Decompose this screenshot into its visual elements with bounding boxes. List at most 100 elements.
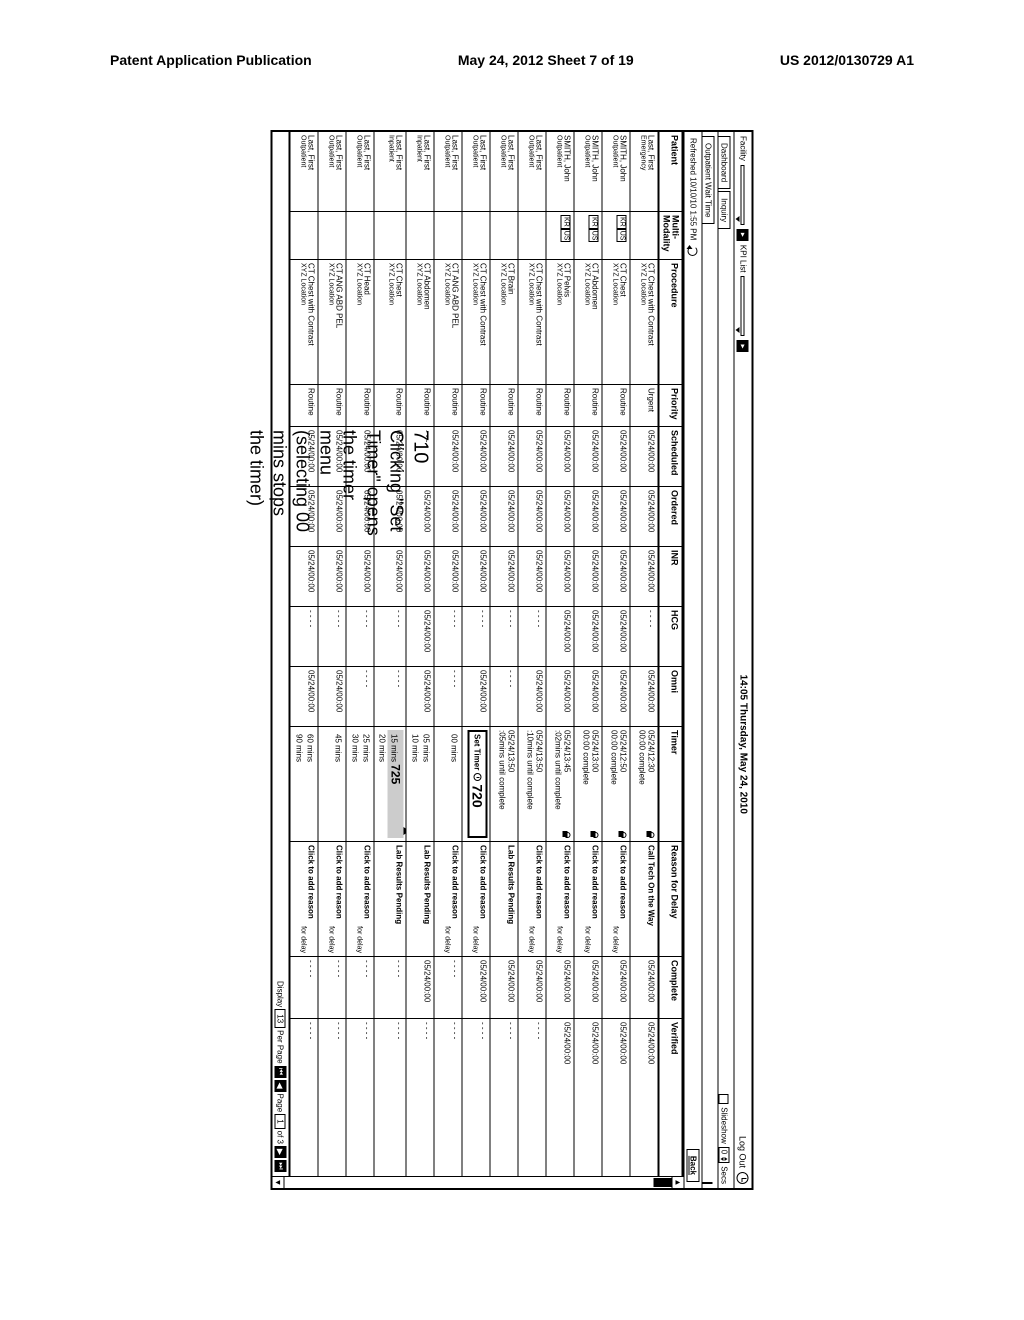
logout-link[interactable]: Log Out	[738, 1136, 748, 1168]
table-row[interactable]: Last, FirstEmergency CT Chest with Contr…	[630, 132, 658, 1176]
subtab-outpatient[interactable]: Outpatient Wait Time	[703, 136, 715, 224]
scroll-track[interactable]	[285, 1177, 672, 1188]
reason-cell[interactable]: Lab Results Pending	[375, 842, 406, 957]
reason-cell[interactable]: Click to add reasonfor delay	[463, 842, 490, 957]
last-page-icon[interactable]: ⏭	[275, 1160, 287, 1172]
timer-menu-item[interactable]: 90 mins	[294, 730, 305, 838]
scroll-up-icon[interactable]: ▲	[672, 1177, 684, 1188]
timer-menu-item[interactable]: 00 mins	[449, 730, 460, 838]
table-row[interactable]: Last, FirstOutpatient CT BrainXYZ Locati…	[490, 132, 518, 1176]
timer-cell[interactable]: 05/24/12:5000:00 complete	[603, 727, 630, 842]
timer-cell[interactable]: 25 mins30 mins	[347, 727, 374, 842]
col-verified[interactable]: Verified	[660, 1019, 682, 1081]
nav-arrow-icon[interactable]: ▸	[737, 229, 749, 241]
table-row[interactable]: SMITH, JohnOutpatient KRUS CT PelvisXYZ …	[546, 132, 574, 1176]
col-complete[interactable]: Complete	[660, 957, 682, 1019]
procedure-cell: CT Chest with ContrastXYZ Location	[631, 260, 658, 385]
timer-menu-item[interactable]: 45 mins	[333, 730, 344, 838]
footer-pagenum[interactable]: 1	[275, 1114, 286, 1128]
reason-cell[interactable]: Click to add reasonfor delay	[547, 842, 574, 957]
reason-cell[interactable]: Click to add reasonfor delay	[603, 842, 630, 957]
table-row[interactable]: Last, FirstOutpatient CT Chest with Cont…	[462, 132, 490, 1176]
timer-cell[interactable]: Set Timer 720	[463, 727, 490, 842]
set-timer-button[interactable]: Set Timer 720	[468, 730, 488, 838]
reason-cell[interactable]: Lab Results Pending	[407, 842, 434, 957]
table-row[interactable]: Last, FirstOutpatient CT ANG ABD PELXYZ …	[434, 132, 462, 1176]
scrollbar[interactable]: ▲ ▼	[273, 1176, 684, 1188]
timer-display[interactable]: 05/24/12:5000:00 complete	[610, 730, 628, 838]
col-modality[interactable]: Multi- Modality	[660, 212, 682, 260]
timer-cell[interactable]: 45 mins	[319, 727, 346, 842]
reason-cell[interactable]: Click to add reasonfor delay	[319, 842, 346, 957]
col-reason[interactable]: Reason for Delay	[660, 842, 682, 957]
timer-menu-item[interactable]: 05 mins	[421, 730, 432, 838]
nav-arrow2-icon[interactable]: ▸	[737, 340, 749, 352]
table-row[interactable]: Last, FirstOutpatient CT Chest with Cont…	[518, 132, 546, 1176]
timer-cell[interactable]: 05/24/13:0000:00 complete	[575, 727, 602, 842]
table-row[interactable]: Last, FirstOutpatient CT ANG ABD PELXYZ …	[318, 132, 346, 1176]
reason-cell[interactable]: Click to add reasonfor delay	[347, 842, 374, 957]
timer-menu-item[interactable]: 20 mins	[377, 730, 388, 838]
table-row[interactable]: Last, FirstInpatient CT ChestXYZ Locatio…	[374, 132, 406, 1176]
timer-menu[interactable]: 15 mins 72520 mins	[377, 730, 404, 838]
col-scheduled[interactable]: Scheduled	[660, 427, 682, 487]
table-row[interactable]: Last, FirstInpatient CT AbdomenXYZ Locat…	[406, 132, 434, 1176]
timer-cell[interactable]: 60 mins90 mins	[291, 727, 318, 842]
tab-dashboard[interactable]: Dashboard	[719, 136, 731, 189]
timer-cell[interactable]: 05/24/13:45:02mins until complete	[547, 727, 574, 842]
scroll-thumb[interactable]	[654, 1178, 672, 1187]
prev-page-icon[interactable]: ◀	[275, 1080, 287, 1092]
timer-display[interactable]: 05/24/12:3000:00 complete	[638, 730, 656, 838]
timer-display[interactable]: 05/24/13:50:10mins until complete	[526, 730, 544, 838]
grid-header: Patient Multi- Modality Procedure Priori…	[658, 132, 684, 1176]
table-row[interactable]: SMITH, JohnOutpatient KRUS CT ChestXYZ L…	[602, 132, 630, 1176]
first-page-icon[interactable]: ⏮	[275, 1066, 287, 1078]
timer-menu-item[interactable]: 10 mins	[410, 730, 421, 838]
timer-cell[interactable]: 05/24/12:3000:00 complete	[631, 727, 658, 842]
col-patient[interactable]: Patient	[660, 132, 682, 212]
refresh-icon[interactable]	[688, 246, 698, 256]
col-timer[interactable]: Timer	[660, 727, 682, 842]
maximize-icon[interactable]	[702, 1182, 713, 1184]
table-row[interactable]: Last, FirstOutpatient CT Chest with Cont…	[290, 132, 318, 1176]
slideshow-checkbox[interactable]	[719, 1094, 729, 1104]
table-row[interactable]: Last, FirstOutpatient CT HeadXYZ Locatio…	[346, 132, 374, 1176]
footer-count[interactable]: 13	[275, 1009, 286, 1028]
timer-cell[interactable]: 05/24/13:50:05mins until complete	[491, 727, 518, 842]
reason-cell[interactable]: Click to add reasonfor delay	[291, 842, 318, 957]
col-inr[interactable]: INR	[660, 547, 682, 607]
omni-cell: 05/24/00:00	[407, 667, 434, 727]
col-procedure[interactable]: Procedure	[660, 260, 682, 385]
timer-menu-item-selected[interactable]: 15 mins 725	[388, 730, 404, 838]
col-hcg[interactable]: HCG	[660, 607, 682, 667]
reason-cell[interactable]: Call Tech On the Way	[631, 842, 658, 957]
next-page-icon[interactable]: ▶	[275, 1146, 287, 1158]
timer-menu-item[interactable]: 25 mins	[361, 730, 372, 838]
footer-row: Display 13 Per Page ⏮ ◀ Page 1 of 3 ▶ ⏭	[273, 132, 290, 1176]
reason-cell[interactable]: Click to add reasonfor delay	[575, 842, 602, 957]
timer-display[interactable]: 05/24/13:0000:00 complete	[582, 730, 600, 838]
reason-cell[interactable]: Click to add reasonfor delay	[435, 842, 462, 957]
col-priority[interactable]: Priority	[660, 385, 682, 427]
kpi-dropdown[interactable]	[741, 276, 745, 336]
col-ordered[interactable]: Ordered	[660, 487, 682, 547]
reason-cell[interactable]: Click to add reasonfor delay	[519, 842, 546, 957]
table-row[interactable]: SMITH, JohnOutpatient KRUS CT AbdomenXYZ…	[574, 132, 602, 1176]
verified-cell: - - - -	[319, 1019, 346, 1081]
timer-cell[interactable]: 05 mins10 mins	[407, 727, 434, 842]
timer-menu-item[interactable]: 30 mins	[350, 730, 361, 838]
timer-display[interactable]: 05/24/13:45:02mins until complete	[554, 730, 572, 838]
col-omni[interactable]: Omni	[660, 667, 682, 727]
scroll-down-icon[interactable]: ▼	[273, 1177, 285, 1188]
back-button[interactable]: Back	[687, 1149, 700, 1182]
tab-inquiry[interactable]: Inquiry	[719, 191, 731, 229]
timer-cell[interactable]: 15 mins 72520 mins	[375, 727, 406, 842]
secs-spinner[interactable]: 0	[719, 1147, 730, 1163]
figure-container: FIG. 7 700 Facility ▸ KPI List ▸ 14:05 T…	[271, 130, 754, 1190]
timer-cell[interactable]: 00 mins	[435, 727, 462, 842]
timer-menu-item[interactable]: 60 mins	[305, 730, 316, 838]
timer-cell[interactable]: 05/24/13:50:10mins until complete	[519, 727, 546, 842]
facility-dropdown[interactable]	[741, 165, 745, 225]
timer-display[interactable]: 05/24/13:50:05mins until complete	[498, 730, 516, 838]
reason-cell[interactable]: Lab Results Pending	[491, 842, 518, 957]
